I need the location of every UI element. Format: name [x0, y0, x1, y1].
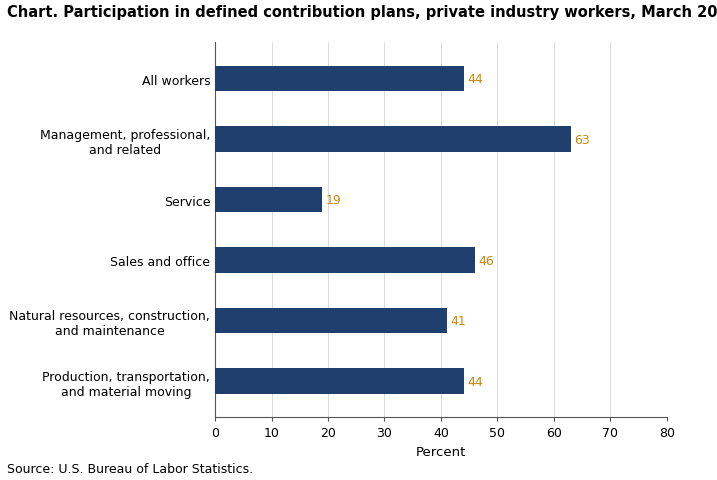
Text: Chart. Participation in defined contribution plans, private industry workers, Ma: Chart. Participation in defined contribu…: [7, 5, 717, 20]
Text: 41: 41: [450, 314, 466, 327]
Bar: [215, 308, 447, 334]
Bar: [215, 127, 571, 153]
Text: 44: 44: [467, 73, 483, 86]
Text: 46: 46: [478, 254, 494, 267]
Text: Source: U.S. Bureau of Labor Statistics.: Source: U.S. Bureau of Labor Statistics.: [7, 462, 253, 475]
Text: 63: 63: [574, 133, 590, 146]
Text: 19: 19: [326, 194, 341, 207]
Bar: [215, 369, 464, 394]
Text: 44: 44: [467, 375, 483, 388]
Bar: [215, 188, 323, 213]
X-axis label: Percent: Percent: [416, 445, 466, 458]
Bar: [215, 248, 475, 273]
Bar: [215, 67, 464, 92]
